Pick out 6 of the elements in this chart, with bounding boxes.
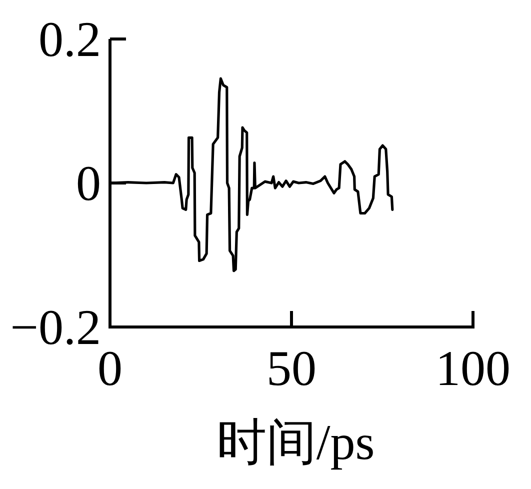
x-axis-title: 时间/ps [216,414,375,470]
y-tick-label: −0.2 [10,299,101,355]
y-tick-label: 0.2 [38,11,101,67]
y-tick-label: 0 [76,155,101,211]
x-tick-label: 50 [266,340,316,396]
x-tick-label: 100 [436,340,510,396]
